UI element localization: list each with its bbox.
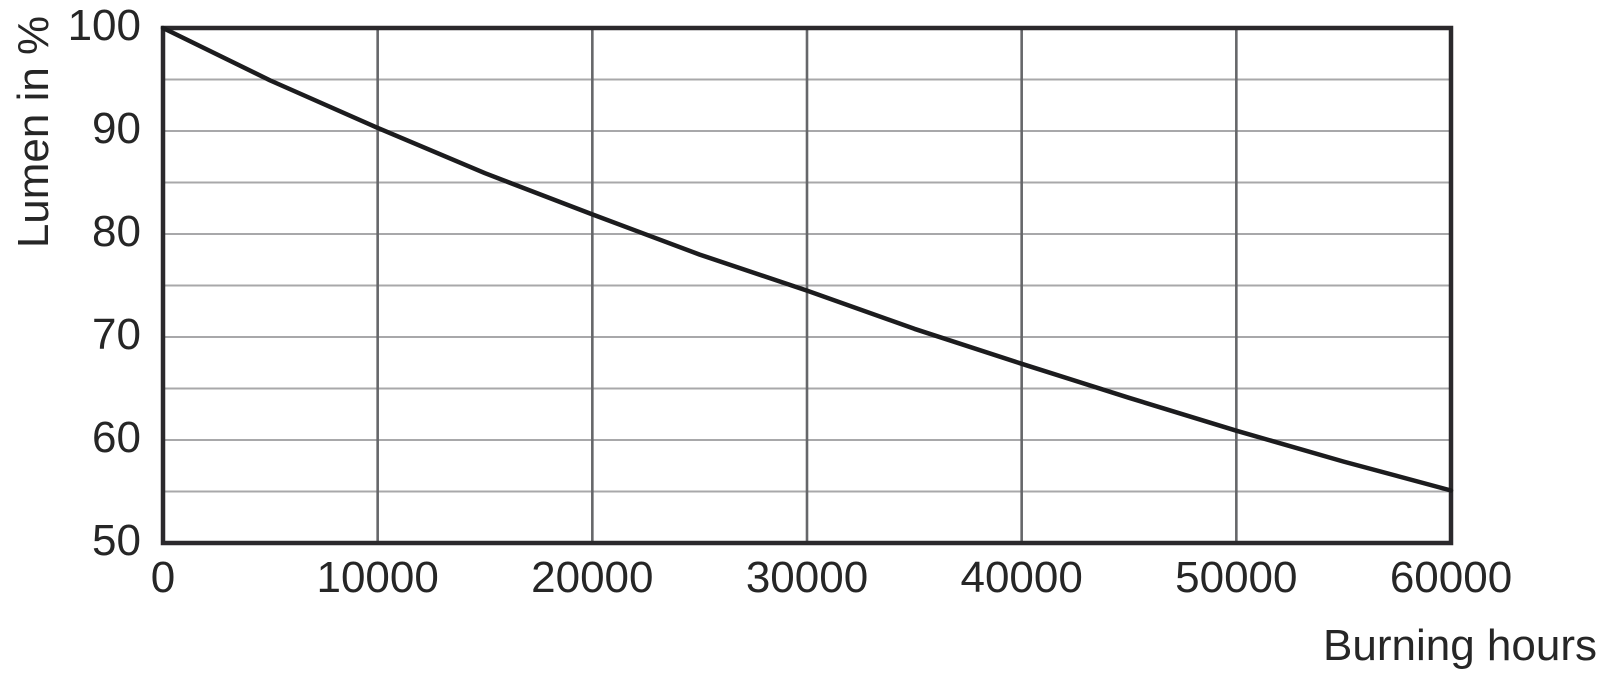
x-tick-label: 40000 [960,553,1082,602]
y-tick-label: 70 [92,310,141,359]
x-tick-label: 0 [151,553,175,602]
lumen-curve [160,25,1454,493]
y-axis-title: Lumen in % [9,16,58,248]
x-axis-tick-labels: 0 10000 20000 30000 40000 50000 60000 [151,553,1512,602]
y-axis-tick-labels: 100 90 80 70 60 50 [68,1,141,565]
x-tick-label: 10000 [316,553,438,602]
x-tick-label: 30000 [746,553,868,602]
vertical-gridlines [376,28,1238,543]
y-tick-label: 80 [92,207,141,256]
y-tick-label: 90 [92,104,141,153]
x-tick-label: 50000 [1175,553,1297,602]
y-tick-label: 100 [68,1,141,50]
x-tick-label: 20000 [531,553,653,602]
y-tick-label: 50 [92,516,141,565]
y-tick-label: 60 [92,413,141,462]
plot-frame [160,25,1454,546]
x-axis-title: Burning hours [1323,621,1597,670]
x-tick-label: 60000 [1390,553,1512,602]
